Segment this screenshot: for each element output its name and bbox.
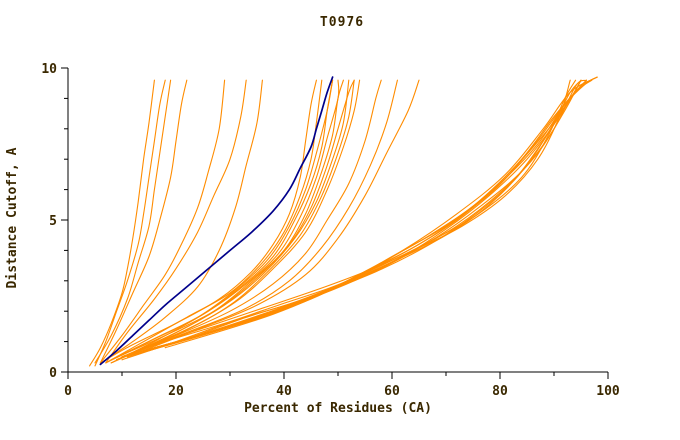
y-tick-label: 10 [41, 62, 57, 77]
x-tick-label: 20 [168, 384, 184, 399]
x-tick-label: 60 [384, 384, 400, 399]
model-curve [99, 79, 317, 364]
model-curve [121, 79, 355, 358]
model-curve [94, 79, 172, 364]
model-curve [110, 79, 340, 364]
model-curve [99, 79, 188, 364]
x-tick-label: 0 [64, 384, 72, 399]
model-curve [105, 79, 263, 361]
model-curve [126, 79, 420, 358]
model-curve [116, 79, 355, 361]
model-curve [116, 79, 382, 361]
highlighted-model-curve [99, 76, 334, 366]
axes: 0 20 40 60 80 100 0 5 10 [41, 62, 620, 399]
model-curve [121, 79, 398, 358]
model-curve [132, 79, 582, 355]
y-tick-label: 0 [49, 366, 57, 381]
model-curve [164, 76, 598, 349]
model-curve [105, 79, 323, 364]
x-axis-label: Percent of Residues (CA) [244, 401, 432, 416]
model-curve [116, 79, 577, 361]
model-curve [110, 79, 344, 361]
x-tick-label: 80 [492, 384, 508, 399]
model-curve [94, 79, 166, 367]
model-curve [105, 79, 334, 364]
model-curve [99, 79, 226, 364]
y-tick-label: 5 [49, 214, 57, 229]
chart-title: T0976 [320, 15, 364, 30]
model-curve [110, 79, 334, 361]
y-axis-label: Distance Cutoff, A [5, 147, 20, 288]
model-curve [126, 79, 587, 358]
model-curve [105, 79, 247, 364]
x-tick-label: 100 [596, 384, 620, 399]
curves [89, 76, 598, 367]
model-curve [132, 79, 587, 355]
x-tick-label: 40 [276, 384, 292, 399]
model-curve [89, 79, 155, 367]
